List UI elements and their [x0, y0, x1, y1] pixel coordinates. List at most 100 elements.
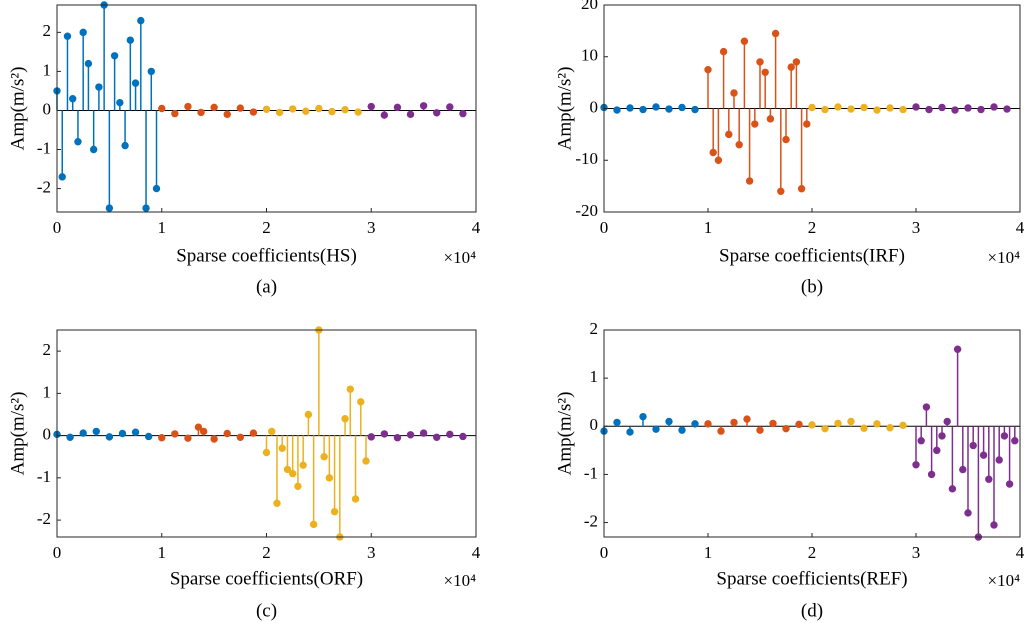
stem-marker	[380, 430, 389, 438]
stem-marker	[315, 104, 323, 113]
stem-marker	[110, 52, 119, 60]
stem-marker	[144, 432, 153, 441]
stem-marker	[834, 103, 842, 111]
stem-marker	[964, 104, 972, 112]
stem-marker	[873, 106, 881, 114]
stem-marker	[406, 110, 415, 119]
stem-marker	[969, 441, 977, 450]
stem-marker	[249, 108, 258, 116]
stem-marker	[613, 418, 621, 427]
stem-marker	[63, 32, 72, 40]
stem-marker	[787, 63, 795, 71]
x-tick-label: 2	[808, 543, 817, 562]
stem-marker	[121, 141, 129, 150]
x-multiplier: ×10⁴	[443, 248, 476, 267]
x-tick-label: 4	[1016, 218, 1025, 237]
stem-marker	[927, 470, 936, 479]
y-tick-label: -2	[37, 509, 51, 528]
stem-marker	[922, 403, 931, 411]
stem-marker	[393, 103, 402, 112]
stem-marker	[328, 107, 336, 116]
x-tick-label: 2	[808, 218, 817, 237]
stem-marker	[782, 424, 790, 433]
stem-marker	[948, 485, 957, 493]
stem-marker	[433, 433, 441, 442]
x-tick-label: 2	[262, 543, 271, 562]
stem-marker	[938, 432, 946, 440]
y-axis-label: Amp(m/s²)	[7, 392, 28, 476]
y-tick-label: -1	[37, 467, 51, 486]
stem-marker	[626, 428, 634, 436]
stem-marker	[380, 111, 389, 119]
stem-marker	[357, 398, 365, 406]
y-tick-label: 2	[43, 340, 52, 359]
stem-marker	[197, 108, 205, 117]
x-tick-label: 3	[912, 218, 921, 237]
y-tick-label: -20	[575, 201, 598, 220]
stem-marker	[912, 103, 920, 111]
y-axis-label: Amp(m/s²)	[7, 67, 28, 151]
x-tick-label: 0	[53, 543, 62, 562]
stem-marker	[367, 433, 375, 441]
stem-marker	[210, 103, 218, 112]
x-tick-label: 4	[1016, 543, 1025, 562]
stem-marker	[769, 419, 777, 428]
stem-marker	[309, 520, 318, 529]
stem-marker	[147, 67, 155, 76]
stem-marker	[1000, 432, 1009, 440]
stem-marker	[236, 433, 245, 442]
x-multiplier: ×10⁴	[987, 248, 1020, 267]
y-tick-label: -2	[584, 511, 598, 530]
x-tick-label: 2	[262, 218, 271, 237]
stem-marker	[459, 109, 467, 118]
stem-marker	[834, 419, 842, 428]
stem-marker	[105, 433, 114, 441]
stem-marker	[116, 98, 124, 107]
stem-marker	[792, 58, 801, 66]
stem-marker	[639, 412, 647, 421]
stem-marker	[89, 145, 98, 154]
stem-marker	[995, 456, 1003, 464]
stem-marker	[860, 424, 868, 432]
y-tick-label: 1	[43, 60, 52, 79]
x-axis-label: Sparse coefficients(REF)	[716, 568, 907, 589]
stem-marker	[294, 482, 302, 491]
x-tick-label: 0	[600, 218, 609, 237]
y-tick-label: 0	[43, 99, 52, 118]
stem-marker	[131, 428, 140, 436]
stem-marker	[626, 104, 634, 112]
stem-marker	[964, 509, 972, 517]
stem-marker	[84, 59, 93, 68]
stem-marker	[714, 156, 723, 164]
stem-marker	[171, 430, 179, 438]
x-tick-label: 3	[367, 218, 376, 237]
stem-marker	[951, 106, 959, 114]
y-tick-label: -10	[575, 149, 598, 168]
stem-marker	[341, 105, 349, 114]
stem-marker	[730, 89, 738, 97]
stem-marker	[691, 420, 699, 428]
stem-marker	[362, 457, 370, 465]
x-multiplier: ×10⁴	[987, 571, 1020, 590]
stem-marker	[273, 499, 281, 507]
stem-marker	[299, 461, 307, 469]
stem-marker	[933, 446, 941, 455]
stem-marker	[223, 110, 231, 119]
stem-marker	[406, 431, 415, 439]
stem-marker	[979, 451, 988, 459]
stem-marker	[95, 83, 103, 91]
stem-marker	[639, 105, 647, 114]
stem-marker	[873, 420, 881, 428]
stem-marker	[990, 103, 998, 111]
stem-marker	[351, 495, 360, 503]
stem-marker	[142, 204, 150, 212]
stem-marker	[184, 434, 192, 442]
stem-marker	[1011, 437, 1019, 445]
stem-marker	[152, 184, 161, 193]
stem-marker	[782, 135, 790, 144]
stem-marker	[1005, 480, 1014, 488]
y-axis-label: Amp(m/s²)	[554, 67, 575, 151]
stem-marker	[977, 105, 985, 114]
stem-marker	[354, 108, 362, 116]
